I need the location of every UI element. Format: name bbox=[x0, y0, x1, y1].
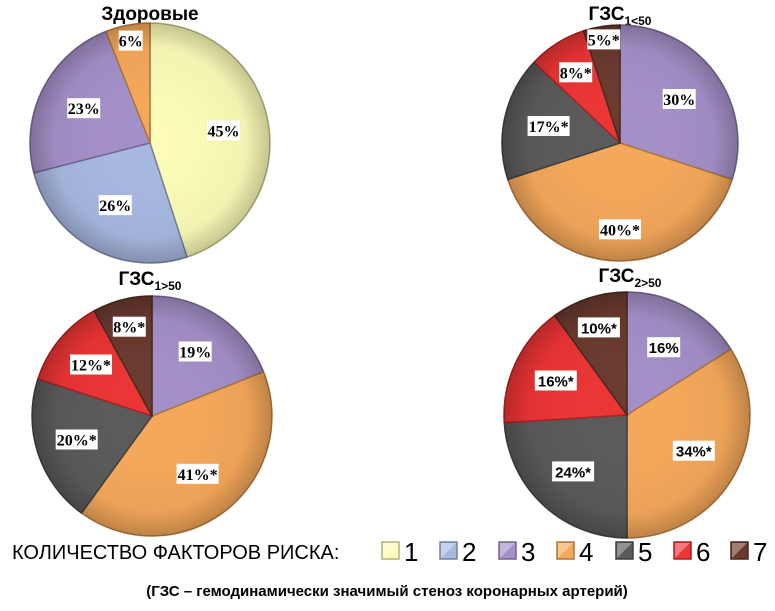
pie-chart-gzs-1-gt-50: ГЗС1>50 19% 41%* 20%* 12%* 8%* bbox=[31, 269, 273, 537]
legend-swatch-factor-7 bbox=[730, 541, 749, 560]
legend: КОЛИЧЕСТВО ФАКТОРОВ РИСКА: 1 2 3 4 5 6 7 bbox=[12, 537, 767, 567]
pie-label-gzs-2-gt-50-factor-5: 24%* bbox=[555, 464, 591, 481]
pie-label-gzs-1-lt-50-factor-4: 40%* bbox=[600, 222, 640, 239]
pie-label-gzs-2-gt-50-factor-4: 34%* bbox=[676, 444, 712, 461]
pie-label-box-gzs-1-gt-50-factor-6 bbox=[70, 354, 112, 375]
legend-swatch-highlight-6 bbox=[675, 543, 690, 558]
pie-label-gzs-1-lt-50-factor-7: 5%* bbox=[588, 32, 620, 49]
pie-slices-gzs-1-gt-50 bbox=[31, 295, 273, 537]
pie-label-box-gzs-2-gt-50-factor-3 bbox=[647, 337, 681, 358]
pie-label-box-healthy-factor-2 bbox=[98, 195, 132, 216]
pie-label-healthy-factor-3: 23% bbox=[68, 101, 100, 118]
pie-label-box-healthy-factor-4 bbox=[118, 30, 143, 51]
pie-label-box-gzs-1-lt-50-factor-6 bbox=[559, 62, 593, 83]
legend-swatch-highlight-7 bbox=[732, 543, 747, 558]
pie-chart-gzs-2-gt-50: ГЗС2>50 16% 34%* 24%* 16%* 10%* bbox=[503, 266, 751, 539]
pie-label-box-gzs-1-lt-50-factor-7 bbox=[587, 29, 621, 50]
pie-label-gzs-1-gt-50-factor-7: 8%* bbox=[113, 320, 145, 337]
pie-chart-healthy: Здоровые 45% 26% 23% 6% bbox=[29, 4, 271, 264]
pie-label-box-healthy-factor-3 bbox=[67, 98, 101, 119]
pie-label-box-gzs-2-gt-50-factor-5 bbox=[552, 461, 595, 482]
legend-label-factor-3: 3 bbox=[521, 537, 535, 567]
pie-chart-gzs-1-lt-50: ГЗС1<50 30% 40%* 17%* 8%* 5%* bbox=[501, 4, 739, 262]
pie-label-box-gzs-2-gt-50-factor-7 bbox=[577, 317, 620, 338]
pie-labels-healthy: 45% 26% 23% 6% bbox=[67, 30, 240, 216]
legend-swatch-highlight-5 bbox=[617, 543, 632, 558]
pie-labels-gzs-1-gt-50: 19% 41%* 20%* 12%* 8%* bbox=[55, 316, 219, 484]
legend-label-factor-6: 6 bbox=[696, 537, 710, 567]
pie-title-gzs-2-gt-50: ГЗС2>50 bbox=[599, 266, 662, 290]
legend-swatch-factor-2 bbox=[439, 541, 458, 560]
pie-label-box-gzs-2-gt-50-factor-6 bbox=[534, 370, 577, 391]
legend-swatch-factor-3 bbox=[498, 541, 517, 560]
pie-label-healthy-factor-2: 26% bbox=[99, 198, 131, 215]
pie-label-box-gzs-1-gt-50-factor-3 bbox=[178, 341, 212, 362]
legend-swatch-highlight-1 bbox=[383, 543, 398, 558]
pie-label-gzs-2-gt-50-factor-3: 16% bbox=[649, 340, 679, 357]
pie-label-box-gzs-1-lt-50-factor-3 bbox=[662, 89, 696, 109]
pie-title-gzs-1-gt-50: ГЗС1>50 bbox=[119, 269, 182, 293]
pie-label-gzs-1-gt-50-factor-5: 20%* bbox=[57, 433, 97, 450]
pie-label-gzs-1-gt-50-factor-3: 19% bbox=[179, 345, 211, 362]
pie-label-box-gzs-1-gt-50-factor-5 bbox=[55, 429, 98, 450]
pie-label-gzs-2-gt-50-factor-7: 10%* bbox=[581, 320, 617, 337]
legend-swatch-factor-4 bbox=[556, 541, 575, 560]
pie-title-healthy: Здоровые bbox=[101, 4, 198, 25]
pie-slices-healthy bbox=[29, 22, 271, 264]
legend-title: КОЛИЧЕСТВО ФАКТОРОВ РИСКА: bbox=[12, 542, 339, 564]
legend-swatch-highlight-3 bbox=[500, 543, 515, 558]
pie-label-gzs-1-lt-50-factor-6: 8%* bbox=[560, 65, 592, 82]
pie-slices-gzs-2-gt-50 bbox=[503, 291, 751, 539]
pie-label-box-healthy-factor-1 bbox=[207, 120, 240, 141]
pie-label-gzs-1-lt-50-factor-5: 17%* bbox=[529, 119, 569, 136]
pie-label-gzs-1-gt-50-factor-4: 41%* bbox=[178, 467, 218, 484]
pie-title-gzs-1-lt-50: ГЗС1<50 bbox=[589, 4, 652, 28]
pie-label-healthy-factor-1: 45% bbox=[208, 123, 240, 140]
pie-label-box-gzs-1-gt-50-factor-4 bbox=[176, 463, 219, 484]
legend-label-factor-4: 4 bbox=[579, 537, 593, 567]
pie-label-box-gzs-1-gt-50-factor-7 bbox=[112, 316, 146, 337]
pie-label-box-gzs-2-gt-50-factor-4 bbox=[672, 440, 715, 461]
legend-label-factor-2: 2 bbox=[462, 537, 476, 567]
pie-label-gzs-1-gt-50-factor-6: 12%* bbox=[71, 358, 111, 375]
pie-label-box-gzs-1-lt-50-factor-4 bbox=[599, 219, 641, 240]
legend-swatch-factor-5 bbox=[615, 541, 634, 560]
legend-items: 1 2 3 4 5 6 7 bbox=[381, 537, 767, 567]
pie-label-gzs-2-gt-50-factor-6: 16%* bbox=[538, 374, 574, 391]
pie-label-gzs-1-lt-50-factor-3: 30% bbox=[663, 92, 695, 109]
legend-swatch-highlight-4 bbox=[558, 543, 573, 558]
pie-label-healthy-factor-4: 6% bbox=[119, 34, 143, 51]
legend-swatch-factor-6 bbox=[673, 541, 692, 560]
legend-label-factor-5: 5 bbox=[638, 537, 652, 567]
legend-swatch-factor-1 bbox=[381, 541, 400, 560]
footnote: (ГЗС – гемодинамически значимый стеноз к… bbox=[146, 583, 628, 600]
pie-labels-gzs-2-gt-50: 16% 34%* 24%* 16%* 10%* bbox=[534, 317, 715, 482]
pie-labels-gzs-1-lt-50: 30% 40%* 17%* 8%* 5%* bbox=[527, 29, 696, 240]
legend-swatch-highlight-2 bbox=[441, 543, 456, 558]
pie-label-box-gzs-1-lt-50-factor-5 bbox=[527, 116, 570, 136]
legend-label-factor-7: 7 bbox=[753, 537, 767, 567]
legend-label-factor-1: 1 bbox=[404, 537, 418, 567]
